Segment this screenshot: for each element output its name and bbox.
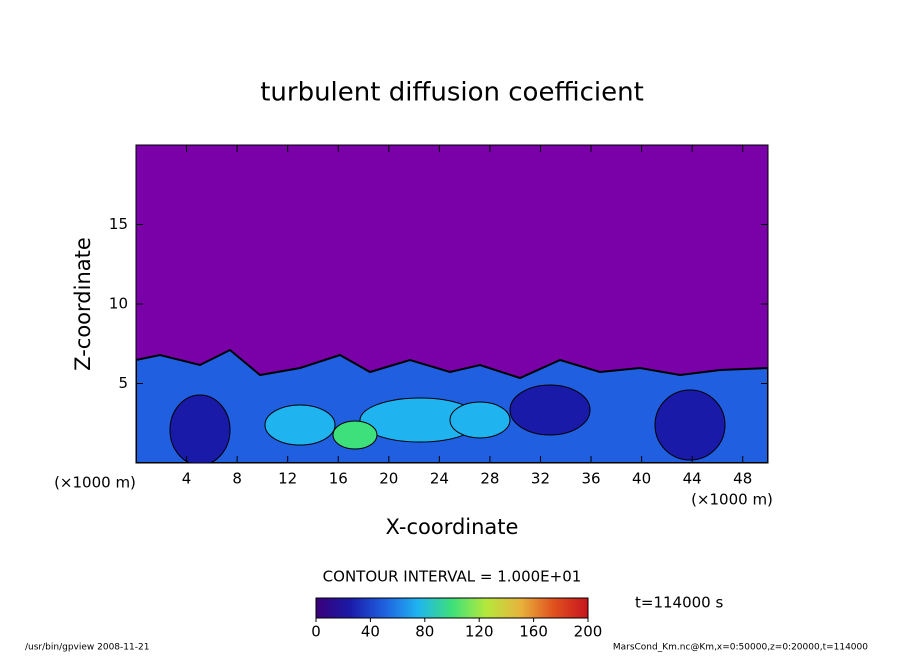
contour-interval: CONTOUR INTERVAL = 1.000E+01 bbox=[323, 568, 582, 586]
footer-left: /usr/bin/gpview 2008-11-21 bbox=[25, 643, 149, 653]
field-cell bbox=[449, 401, 511, 439]
x-tick-label: 4 bbox=[182, 470, 192, 488]
time-label: t=114000 s bbox=[635, 594, 723, 612]
field-cell bbox=[332, 420, 378, 450]
x-tick-label: 32 bbox=[531, 470, 550, 488]
field-cell bbox=[169, 394, 231, 463]
contour-field bbox=[136, 145, 768, 463]
x-tick-label: 44 bbox=[683, 470, 702, 488]
colorbar-tick-label: 200 bbox=[574, 623, 603, 641]
y-tick-label: 15 bbox=[109, 215, 128, 233]
chart-title: turbulent diffusion coefficient bbox=[260, 78, 644, 108]
colorbar-tick-label: 120 bbox=[465, 623, 494, 641]
y-tick-label: 5 bbox=[118, 374, 128, 392]
colorbar-tick-label: 0 bbox=[311, 623, 321, 641]
x-tick-label: 36 bbox=[581, 470, 600, 488]
field-cell bbox=[264, 404, 336, 446]
x-tick-label: 8 bbox=[232, 470, 242, 488]
y-axis-label: Z-coordinate bbox=[71, 237, 95, 371]
x-tick-label: 40 bbox=[632, 470, 651, 488]
x-tick-label: 28 bbox=[480, 470, 499, 488]
colorbar-tick-label: 160 bbox=[519, 623, 548, 641]
x-tick-label: 16 bbox=[329, 470, 348, 488]
y-tick-label: 10 bbox=[109, 295, 128, 313]
colorbar bbox=[315, 597, 589, 619]
x-tick-label: 12 bbox=[278, 470, 297, 488]
field-cell bbox=[509, 384, 591, 436]
footer-right: MarsCond_Km.nc@Km,x=0:50000,z=0:20000,t=… bbox=[613, 643, 868, 653]
x-tick-label: 24 bbox=[430, 470, 449, 488]
x-tick-label: 20 bbox=[379, 470, 398, 488]
x-tick-label: 48 bbox=[733, 470, 752, 488]
x-unit: (×1000 m) bbox=[691, 491, 773, 509]
colorbar-tick-label: 40 bbox=[361, 623, 380, 641]
colorbar-tick-label: 80 bbox=[415, 623, 434, 641]
x-axis-label: X-coordinate bbox=[386, 515, 519, 539]
field-cell bbox=[654, 389, 726, 461]
x-unit: (×1000 m) bbox=[54, 474, 136, 492]
